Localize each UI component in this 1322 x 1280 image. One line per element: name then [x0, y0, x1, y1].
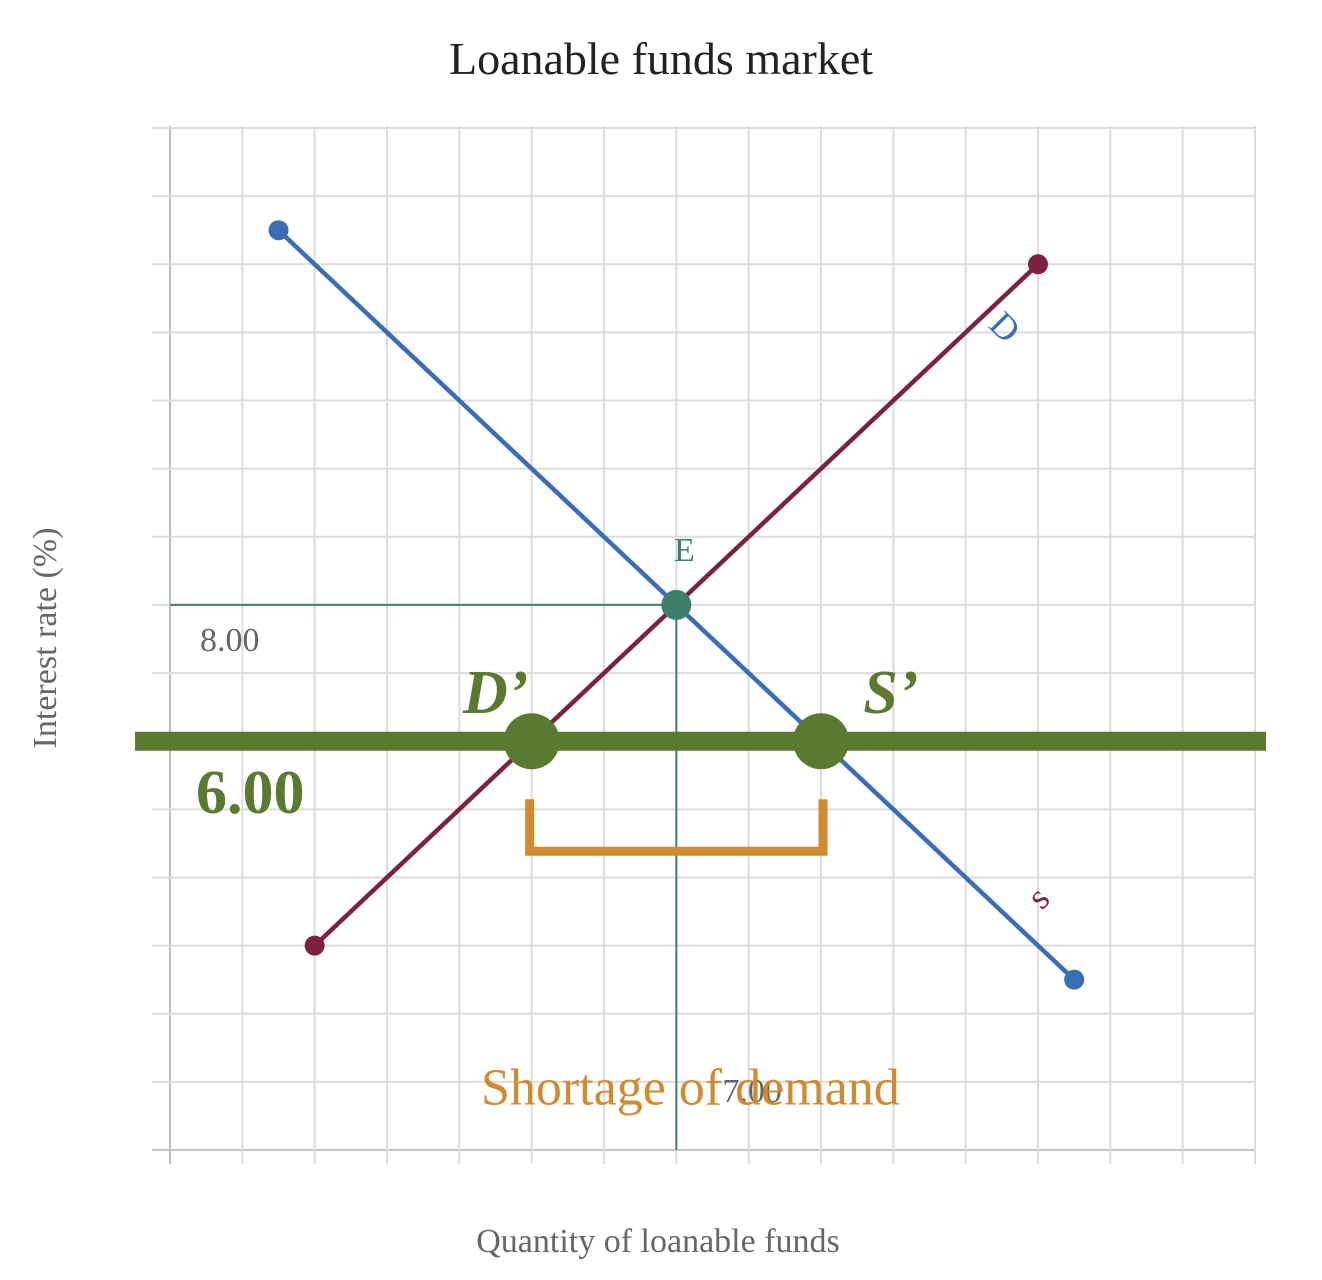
equilibrium-label: E: [674, 532, 695, 569]
shortage-bracket: [525, 799, 828, 856]
equilibrium-point: [661, 589, 692, 620]
x-axis-label: Quantity of loanable funds: [476, 1223, 840, 1260]
shortage-label: Shortage of demand: [481, 1059, 900, 1116]
floor-point-label-supply: S’: [863, 659, 918, 727]
curve-s-endpoint: [304, 935, 325, 956]
curve-d-endpoint: [1064, 969, 1085, 990]
equilibrium-x-label: 7.00: [722, 1073, 782, 1110]
curve-d-endpoint: [268, 220, 289, 241]
y-axis-label: Interest rate (%): [27, 528, 64, 749]
marks: Shortage of demand E D’ S’: [462, 532, 919, 1117]
equilibrium-guides: 8.00 7.00: [170, 603, 782, 1150]
curve-s-endpoint: [1028, 254, 1048, 275]
floor-point-label-demand: D’: [462, 659, 528, 727]
grid: [152, 126, 1256, 1164]
floor-point-supply: [793, 713, 849, 770]
equilibrium-y-label: 8.00: [200, 622, 260, 659]
price-floor-label: 6.00: [196, 759, 305, 827]
floor-point-demand: [503, 713, 560, 770]
chart-title: Loanable funds market: [449, 33, 873, 84]
price-floor: 6.00: [135, 731, 1266, 827]
